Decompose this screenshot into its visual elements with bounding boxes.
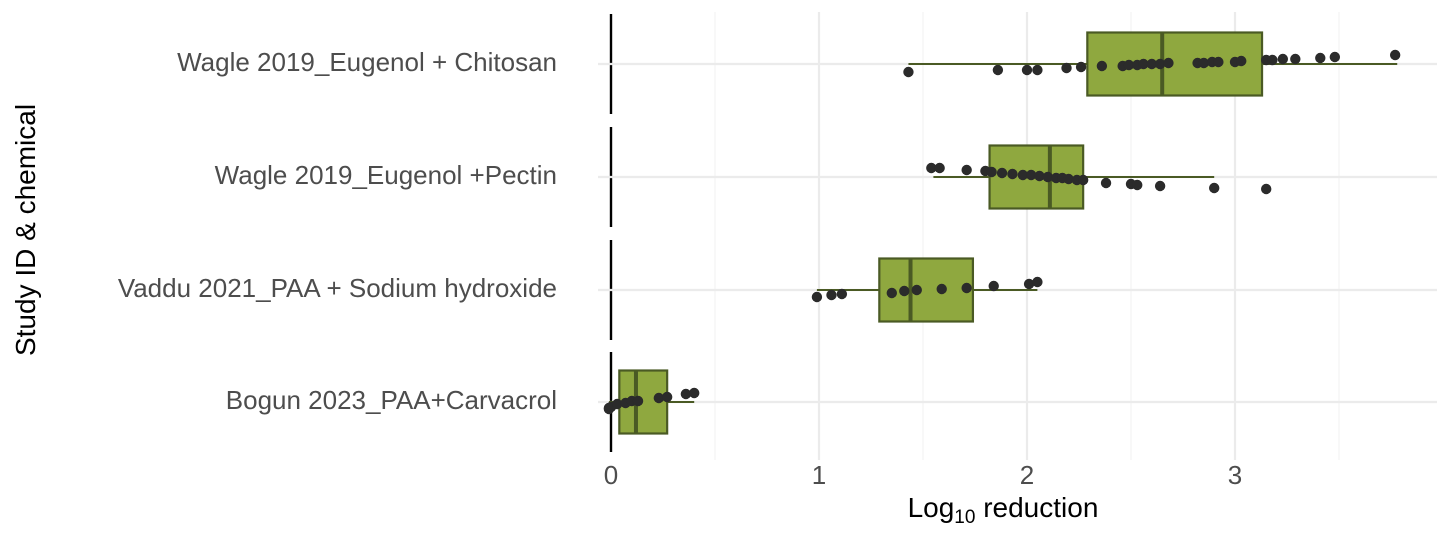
group-3: [598, 257, 1437, 323]
data-point: [934, 162, 945, 174]
data-point: [612, 398, 623, 410]
data-point: [661, 391, 673, 403]
group-2: [598, 144, 1437, 210]
data-point: [926, 162, 937, 174]
data-point: [680, 388, 692, 400]
data-point: [1163, 57, 1174, 69]
data-point: [1213, 56, 1224, 68]
data-point: [1025, 169, 1037, 181]
x-tick-label: 1: [812, 460, 826, 490]
data-point: [1277, 53, 1289, 65]
data-point: [1123, 59, 1135, 71]
data-point: [1209, 182, 1220, 194]
data-point: [1032, 64, 1043, 76]
y-axis-title: Study ID & chemical: [10, 104, 41, 356]
data-point: [936, 283, 947, 295]
group-4: [598, 369, 1437, 435]
x-axis-title-main: Log: [908, 492, 955, 523]
boxplot-panels: [598, 31, 1437, 435]
data-point: [1077, 174, 1089, 186]
x-axis-title-rest: reduction: [975, 492, 1098, 523]
data-point: [689, 387, 700, 399]
data-point: [1075, 61, 1087, 73]
data-point: [1096, 60, 1108, 72]
data-point: [961, 282, 972, 294]
data-point: [1389, 49, 1401, 61]
data-point: [1063, 173, 1074, 185]
x-tick-label: 3: [1228, 460, 1242, 490]
data-point: [826, 289, 837, 301]
data-point: [996, 167, 1008, 179]
data-point: [836, 288, 848, 300]
x-axis-title: Log10 reduction: [908, 492, 1099, 528]
data-point: [1138, 58, 1149, 70]
data-point: [632, 395, 644, 407]
category-label: Bogun 2023_PAA+Carvacrol: [226, 385, 557, 415]
data-point: [903, 66, 914, 78]
data-point: [811, 291, 823, 303]
data-point: [1017, 169, 1029, 181]
data-point: [1007, 168, 1018, 180]
data-point: [1236, 55, 1247, 67]
data-point: [1329, 51, 1341, 63]
data-point: [1021, 64, 1033, 76]
data-point: [1267, 54, 1278, 66]
data-point: [1315, 52, 1326, 64]
x-tick-label: 2: [1020, 460, 1034, 490]
category-labels: Wagle 2019_Eugenol + Chitosan Wagle 2019_…: [118, 47, 557, 415]
data-point: [653, 392, 665, 404]
data-point: [1198, 57, 1210, 69]
data-point: [1154, 180, 1166, 192]
data-point: [986, 166, 997, 178]
x-axis-title-subscript: 10: [954, 507, 975, 528]
data-point: [1042, 171, 1054, 183]
data-point: [886, 287, 897, 299]
x-axis-ticks: 0 1 2 3: [604, 460, 1242, 490]
data-point: [899, 285, 910, 297]
data-point: [1154, 58, 1166, 70]
data-point: [1290, 53, 1301, 65]
data-point: [911, 284, 922, 296]
group-1: [598, 31, 1437, 97]
data-point: [1146, 58, 1158, 70]
data-point: [1261, 183, 1272, 195]
data-point: [1034, 170, 1045, 182]
data-point: [988, 280, 999, 292]
data-point: [1132, 179, 1143, 191]
category-label: Wagle 2019_Eugenol +Pectin: [215, 160, 557, 190]
data-point: [961, 164, 972, 176]
x-tick-label: 0: [604, 460, 618, 490]
data-point: [1100, 177, 1112, 189]
data-point: [1061, 62, 1072, 74]
data-point: [992, 64, 1004, 76]
data-point: [1032, 276, 1043, 288]
category-label: Vaddu 2021_PAA + Sodium hydroxide: [118, 273, 557, 303]
category-label: Wagle 2019_Eugenol + Chitosan: [177, 47, 557, 77]
data-point: [1023, 278, 1035, 290]
